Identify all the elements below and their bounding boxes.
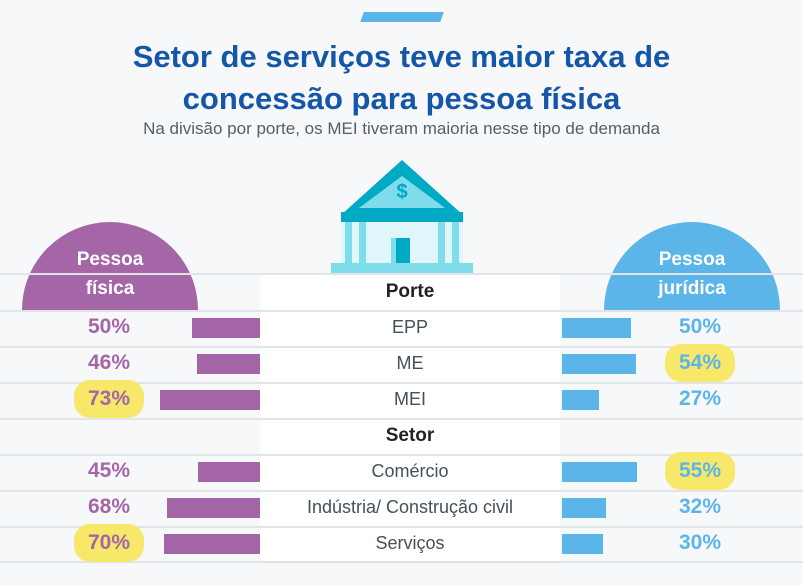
legend-left-line2: física: [85, 278, 135, 299]
value-label-pessoa-juridica: 54%: [665, 344, 735, 382]
value-label-pessoa-fisica: 45%: [87, 459, 131, 482]
value-label-pessoa-juridica: 55%: [665, 452, 735, 490]
value-label-pessoa-juridica: 30%: [678, 531, 722, 554]
bank-building-dollar-icon: $: [331, 160, 473, 274]
bar-pessoa-fisica: [164, 534, 260, 554]
bar-pessoa-juridica: [562, 498, 606, 518]
pessoa-juridica-header: [604, 222, 780, 310]
row-divider: [0, 273, 803, 275]
bar-pessoa-juridica: [562, 534, 604, 554]
subtitle: Na divisão por porte, os MEI tiveram mai…: [143, 119, 660, 138]
legend-right-line2: jurídica: [658, 278, 726, 299]
category-label: MEI: [393, 389, 426, 409]
group-label-setor: Setor: [385, 425, 435, 446]
bar-pessoa-juridica: [562, 390, 599, 410]
row-divider: [0, 490, 803, 492]
value-label-pessoa-fisica: 50%: [87, 315, 131, 338]
category-label: Comércio: [371, 461, 449, 481]
svg-text:$: $: [396, 181, 407, 203]
title: Setor de serviços teve maior taxa de conc…: [0, 36, 803, 120]
value-label-pessoa-fisica: 70%: [74, 524, 144, 562]
category-label: EPP: [391, 317, 429, 337]
value-label-pessoa-fisica: 46%: [87, 351, 131, 374]
row-divider: [0, 310, 803, 312]
bar-pessoa-juridica: [562, 354, 636, 374]
bar-pessoa-fisica: [196, 354, 260, 374]
bar-pessoa-fisica: [191, 318, 260, 338]
value-label-pessoa-juridica: 27%: [678, 387, 722, 410]
title-line-2: concessão para pessoa física: [182, 81, 621, 116]
bar-pessoa-fisica: [159, 390, 260, 410]
row-divider: [0, 454, 803, 456]
legend-pessoa-juridica: Pessoa jurídica: [604, 245, 780, 303]
legend-pessoa-fisica: Pessoa física: [22, 245, 198, 303]
decorative-dash: [360, 12, 444, 22]
value-label-pessoa-juridica: 32%: [678, 495, 722, 518]
bar-pessoa-fisica: [198, 462, 260, 482]
row-divider: [0, 561, 803, 563]
row-divider: [0, 346, 803, 348]
value-label-pessoa-fisica: 73%: [74, 380, 144, 418]
title-line-1: Setor de serviços teve maior taxa de: [132, 39, 671, 74]
bar-pessoa-juridica: [562, 318, 631, 338]
bar-pessoa-fisica: [166, 498, 260, 518]
value-label-pessoa-juridica: 50%: [678, 315, 722, 338]
pessoa-fisica-header: [22, 222, 198, 310]
category-label: Indústria/ Construção civil: [306, 497, 514, 517]
value-label-pessoa-fisica: 68%: [87, 495, 131, 518]
group-label-porte: Porte: [385, 281, 435, 302]
row-divider: [0, 382, 803, 384]
row-divider: [0, 418, 803, 420]
category-label: ME: [396, 353, 424, 373]
category-label: Serviços: [375, 533, 445, 553]
legend-right-line1: Pessoa: [658, 249, 726, 270]
row-divider: [0, 526, 803, 528]
legend-left-line1: Pessoa: [76, 249, 144, 270]
bar-pessoa-juridica: [562, 462, 638, 482]
